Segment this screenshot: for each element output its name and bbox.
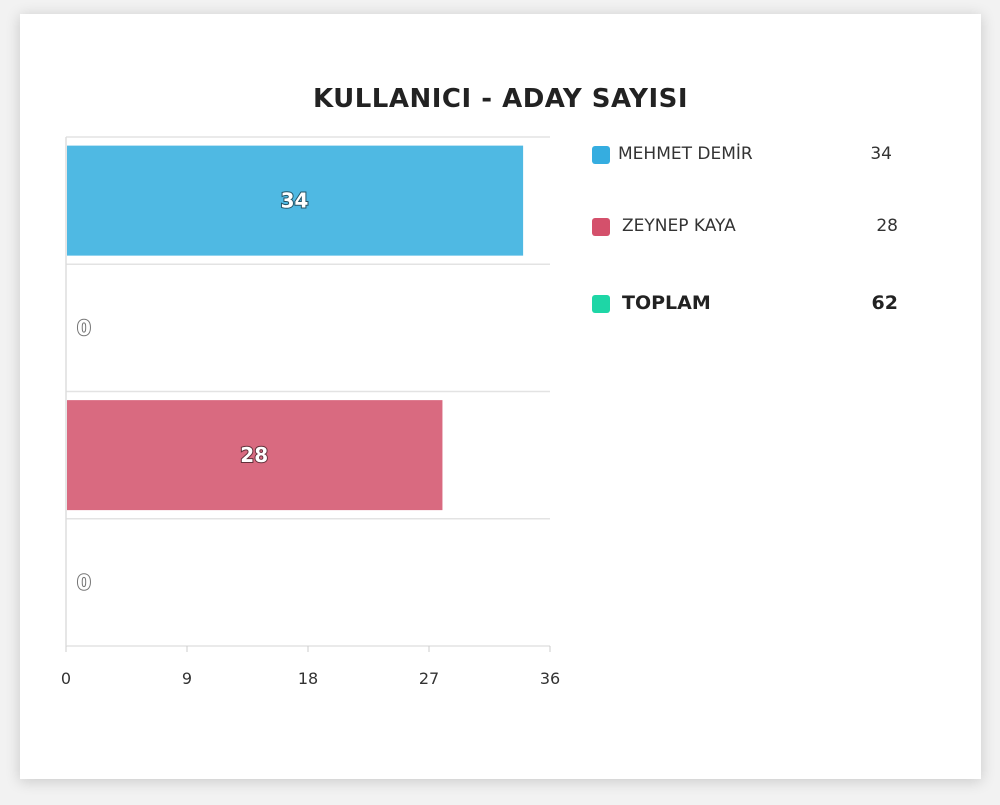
bar[interactable]: [67, 400, 443, 511]
chart-grid: [65, 136, 550, 647]
legend-item-zeynep-kaya[interactable]: ZEYNEP KAYA 28: [592, 214, 912, 240]
legend-swatch: [592, 218, 610, 236]
bar-value-label: 0: [77, 570, 91, 594]
chart-bars: [67, 145, 524, 511]
chart-bar-labels: 34 0 28 0: [76, 188, 309, 596]
bar-chart: 34 0 28 0 0 9 18 27 36: [61, 136, 560, 688]
bar-value-label: 34: [281, 189, 309, 213]
legend-swatch: [592, 295, 610, 313]
x-tick-label: 27: [419, 669, 439, 688]
chart-card: KULLANICI - ADAY SAYISI 34 0 28 0 0 9 18 27 36 …: [20, 14, 981, 779]
legend-item-name: MEHMET DEMİR: [618, 144, 753, 164]
bar[interactable]: [67, 145, 524, 256]
legend-item-value: 34: [870, 144, 892, 164]
x-tick-label: 0: [61, 669, 71, 688]
legend-total: TOPLAM 62: [592, 292, 912, 318]
legend-item-mehmet-demir[interactable]: MEHMET DEMİR 34: [592, 142, 912, 168]
x-tick-label: 9: [182, 669, 192, 688]
bar-value-label: 0: [77, 316, 91, 340]
legend-item-name: ZEYNEP KAYA: [622, 216, 736, 236]
legend-item-value: 28: [876, 216, 898, 236]
legend-total-name: TOPLAM: [622, 292, 711, 314]
x-tick-label: 36: [540, 669, 560, 688]
chart-title: KULLANICI - ADAY SAYISI: [312, 84, 689, 114]
x-tick-label: 18: [298, 669, 318, 688]
legend-swatch: [592, 146, 610, 164]
bar-value-label: 28: [240, 443, 268, 467]
legend-total-value: 62: [871, 292, 898, 314]
chart-x-ticks: 0 9 18 27 36: [61, 646, 560, 688]
